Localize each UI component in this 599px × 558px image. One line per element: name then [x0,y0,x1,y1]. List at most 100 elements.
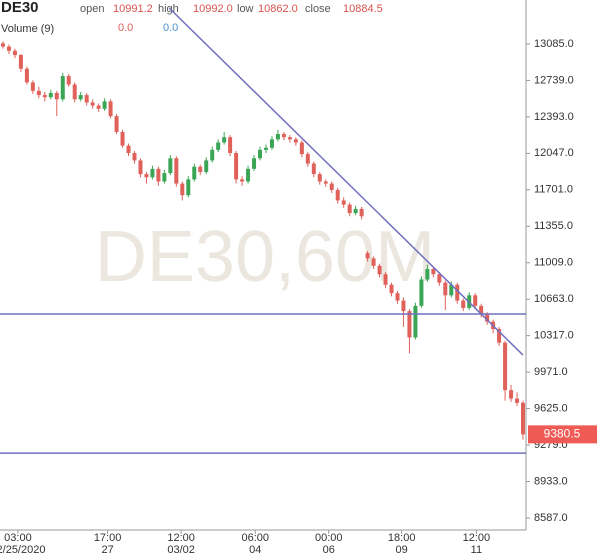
x-tick-date: 02/25/2020 [0,544,45,556]
candle-body [144,174,149,178]
y-tick-label: 11009.0 [534,257,573,269]
candle-body [485,314,490,322]
x-tick-label: 03:00 [4,532,32,544]
candle-body [389,284,394,294]
candle-body [0,43,5,47]
candle-body [425,268,430,280]
y-tick-label: 10663.0 [534,293,574,305]
candle-body [84,95,89,103]
candle-body [353,208,358,214]
y-tick-label: 9971.0 [534,366,568,378]
candle-body [329,183,334,190]
legend-value: 10862.0 [258,3,298,15]
candle-body [479,305,484,315]
symbol: DE30 [1,0,39,16]
candle-body [293,139,298,143]
candle-body [60,76,65,100]
candle-body [66,76,71,85]
x-tick-date: 11 [471,544,482,556]
candle-body [216,142,221,150]
candle-body [419,279,424,306]
y-tick-label: 8587.0 [534,512,568,524]
candle-body [24,68,29,83]
candle-body [311,163,316,175]
candle-body [168,158,173,174]
candle-body [72,84,77,100]
candle-body [78,95,83,100]
candle-body [335,189,340,201]
candle-body [18,55,23,69]
watermark: DE30,60M [95,217,435,297]
candle-body [240,179,245,182]
candle-body [108,101,113,117]
candle-body [126,145,131,154]
legend-label: high [158,3,179,15]
y-tick-label: 9625.0 [534,402,568,414]
candle-body [174,158,179,184]
candle-body [395,293,400,301]
x-tick-label: 06:00 [241,532,269,544]
candle-body [150,168,155,178]
candle-body [90,102,95,106]
candle-body [269,139,274,148]
legend-value: 10992.0 [193,3,233,15]
candle-body [258,149,263,159]
legend-label: low [237,3,254,15]
x-tick-date: 03/02 [167,544,195,556]
y-tick-label: 12739.0 [534,74,574,86]
legend-label: open [80,3,104,15]
candle-body [371,258,376,266]
candle-body [281,134,286,138]
candle-body [263,147,268,150]
candle-body [461,300,466,308]
candle-body [210,149,215,161]
candle-body [252,158,257,169]
candle-body [54,92,59,100]
y-tick-label: 12393.0 [534,111,574,123]
candle-body [120,131,125,146]
legend-value: 10884.5 [343,3,383,15]
candle-body [341,200,346,205]
last-price-tag [528,425,597,444]
candle-body [198,166,203,172]
candle-body [359,208,364,217]
candle-body [497,329,502,343]
candle-body [132,153,137,161]
candle-body [6,46,11,51]
candle-body [48,92,53,98]
candle-body [12,50,17,56]
candle-body [42,95,47,98]
candle-body [383,274,388,285]
candle-body [204,160,209,172]
candle-body [473,295,478,306]
x-tick-label: 12:00 [463,532,491,544]
x-tick-label: 18:00 [388,532,416,544]
candle-body [156,168,161,182]
last-price-label: 9380.5 [544,427,581,441]
y-tick-label: 12047.0 [534,147,574,159]
candle-body [246,168,251,182]
candle-body [509,390,514,399]
candle-body [449,284,454,296]
candle-body [377,265,382,275]
candle-body [192,166,197,180]
candle-body [275,134,280,140]
candle-body [317,174,322,182]
candle-body [114,116,119,132]
candle-body [36,90,41,96]
x-tick-date: 09 [396,544,408,556]
candle-body [413,305,418,338]
candle-body [96,105,101,109]
candle-body [30,82,35,91]
volume-label: Volume (9) [1,23,54,35]
x-tick-label: 00:00 [315,532,343,544]
candle-body [222,137,227,143]
y-tick-label: 13085.0 [534,38,574,50]
candle-body [515,398,520,403]
candle-body [228,137,233,154]
y-tick-label: 8933.0 [534,475,568,487]
candle-body [102,101,107,109]
candle-body [305,154,310,164]
